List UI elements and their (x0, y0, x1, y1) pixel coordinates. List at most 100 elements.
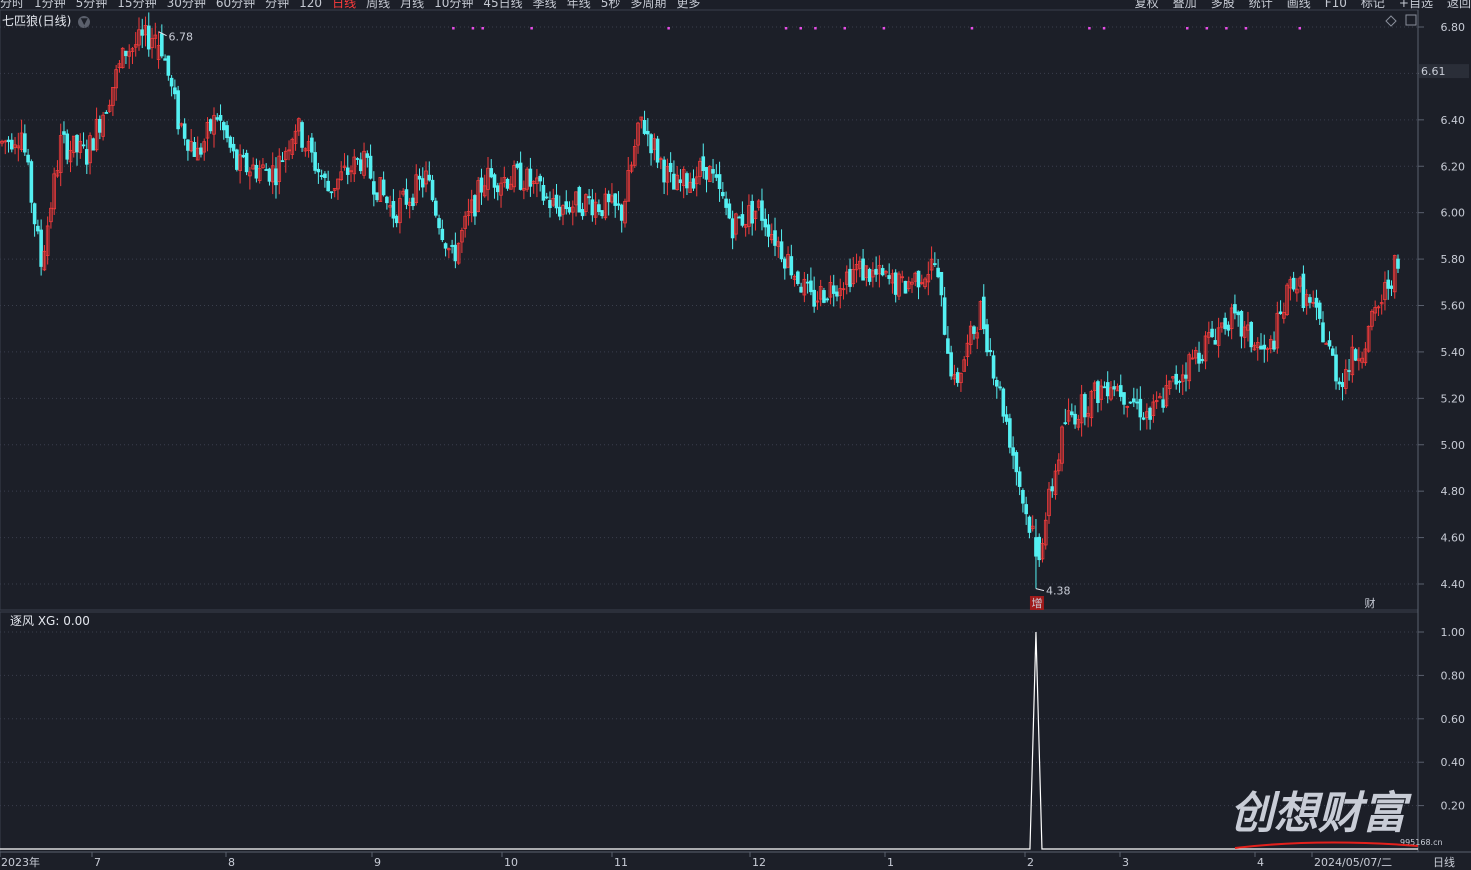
candle-body (789, 256, 794, 276)
period-tab[interactable]: 15分钟 (117, 0, 157, 9)
candle (567, 201, 572, 215)
candle (1334, 346, 1338, 390)
zeng-marker: 增 (1031, 596, 1042, 610)
candle-body (942, 297, 947, 335)
period-tab[interactable]: 10分钟 (434, 0, 474, 9)
candle (783, 256, 787, 280)
period-tab[interactable]: 30分钟 (166, 0, 206, 9)
candle (1340, 373, 1345, 401)
candle-body (381, 179, 386, 196)
x-tick-label: 11 (614, 856, 628, 869)
candle-body (1301, 273, 1306, 308)
candle (838, 278, 843, 309)
candle-body (345, 167, 350, 175)
candle (655, 135, 660, 169)
period-tab[interactable]: 5分钟 (75, 0, 108, 9)
candle-body (1167, 380, 1172, 389)
period-tab[interactable]: 更多 (676, 0, 701, 9)
candle-body (740, 214, 745, 226)
y-tick-label: 4.80 (1441, 485, 1466, 498)
toolbar-action[interactable]: 统计 (1248, 0, 1273, 9)
period-tab[interactable]: 1分钟 (34, 0, 66, 9)
period-tab[interactable]: 分时 (0, 0, 25, 9)
candle (156, 31, 161, 69)
candle (91, 137, 96, 151)
candle-body (270, 165, 275, 183)
toolbar-action[interactable]: 返回 (1446, 0, 1471, 9)
candle (1070, 403, 1074, 418)
candle (584, 193, 588, 216)
candle (332, 188, 337, 198)
candle (1347, 359, 1351, 381)
candle-body (1298, 277, 1302, 287)
candle (78, 133, 83, 159)
toolbar-right-actions[interactable]: 复权 叠加 多股 统计 画线 F10 标记 +自选 返回 (1121, 0, 1471, 9)
candle-body (65, 133, 70, 160)
candle (447, 247, 451, 259)
period-tab[interactable]: 年线 (566, 0, 591, 9)
candle-body (114, 69, 118, 89)
candle-body (221, 122, 226, 131)
period-tab[interactable]: 60分钟 (215, 0, 256, 9)
candle-body (502, 177, 507, 184)
candle (822, 287, 826, 304)
candle-body (460, 230, 464, 243)
candle (3, 139, 8, 155)
candle-body (874, 268, 878, 275)
candle-body (1011, 447, 1015, 456)
candle (652, 133, 657, 161)
candle-body (1200, 358, 1205, 362)
toolbar-action[interactable]: 复权 (1134, 0, 1159, 9)
candle-body (140, 29, 145, 36)
toolbar-action[interactable]: 叠加 (1172, 0, 1197, 9)
candle (649, 133, 653, 166)
period-tab[interactable]: 季线 (532, 0, 557, 9)
period-tab[interactable]: 多周期 (630, 0, 667, 9)
candle-body (267, 168, 272, 182)
candle-body (1099, 385, 1103, 400)
candle-body (805, 281, 810, 284)
period-tab[interactable]: 分钟 (265, 0, 290, 9)
toolbar-action[interactable]: 画线 (1286, 0, 1311, 9)
candle (812, 276, 816, 313)
candle-body (1308, 297, 1312, 303)
toolbar-action[interactable]: F10 (1324, 0, 1347, 9)
candle-body (156, 45, 161, 60)
candle (261, 158, 265, 169)
candle (195, 136, 200, 161)
candle-body (799, 286, 803, 293)
candle-body (290, 138, 295, 155)
candle-body (815, 300, 820, 303)
period-tab[interactable]: 周线 (366, 0, 391, 9)
toolbar-action[interactable]: 多股 (1210, 0, 1235, 9)
candle-body (707, 166, 712, 183)
candle-body (1001, 388, 1006, 417)
candle (672, 160, 676, 190)
candle (975, 326, 980, 350)
candle (1118, 374, 1123, 402)
candle-body (9, 139, 14, 150)
candle (143, 16, 148, 47)
candle-body (564, 201, 569, 210)
period-tabs[interactable]: 分时 1分钟 5分钟 15分钟 30分钟 60分钟 分钟 120 日线 周线 月线 10分钟 45日线季… (0, 0, 710, 9)
candle-body (910, 281, 914, 285)
period-tab[interactable]: 5秒 (600, 0, 621, 9)
period-tab[interactable]: 45日线 (483, 0, 523, 9)
candle (616, 191, 621, 211)
candle (717, 161, 722, 202)
period-tab[interactable]: 日线 (332, 0, 357, 9)
candle-body (3, 140, 8, 143)
candle (368, 144, 373, 180)
candle-body (179, 123, 184, 126)
candle (1125, 405, 1130, 418)
toolbar-action[interactable]: 标记 (1360, 0, 1385, 9)
candle (39, 219, 43, 276)
period-tab[interactable]: 120 (299, 0, 323, 9)
candle (1115, 383, 1120, 392)
candle (544, 192, 549, 200)
candle-body (202, 141, 207, 153)
period-tab[interactable]: 月线 (400, 0, 425, 9)
chevron-down-icon[interactable]: ▼ (78, 15, 91, 28)
toolbar-action[interactable]: +自选 (1398, 0, 1433, 9)
